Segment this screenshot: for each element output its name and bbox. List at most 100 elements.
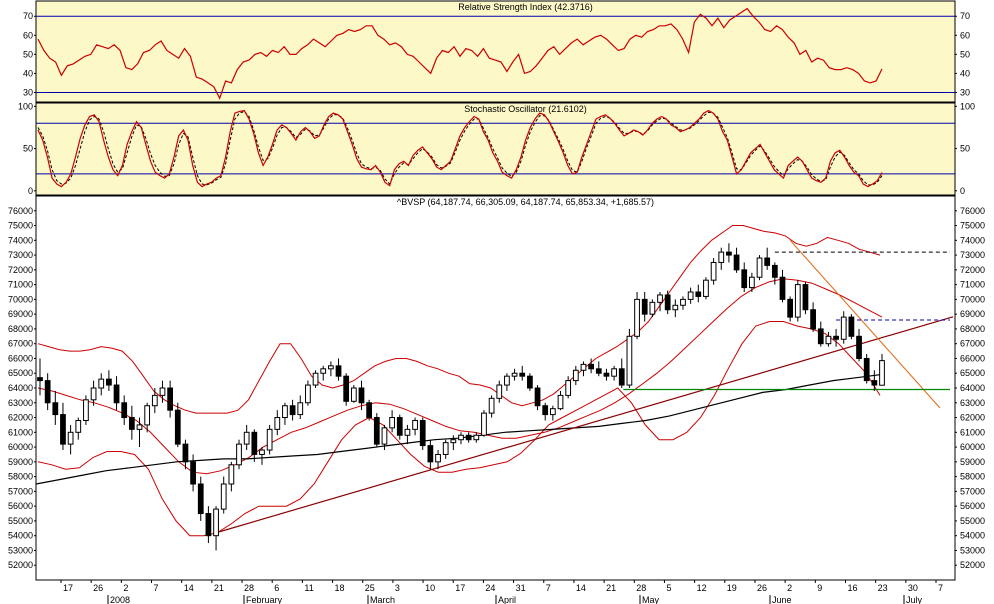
rsi-series-line: [37, 7, 883, 100]
candle-body: [649, 301, 656, 315]
candle-body: [396, 417, 403, 436]
candle-body: [297, 402, 304, 416]
candle-body: [779, 276, 786, 300]
y-tick-label-right: 62000: [960, 413, 985, 423]
candle-body: [695, 291, 702, 297]
candle-body: [595, 368, 602, 374]
y-tick-label-left: 61000: [8, 427, 33, 437]
candle-body: [687, 291, 694, 300]
y-tick-label-left: 50: [23, 144, 33, 154]
y-tick-label-left: 71000: [8, 280, 33, 290]
candle-body: [458, 434, 464, 441]
candle-body: [274, 417, 281, 430]
y-tick-label-right: 60: [960, 30, 970, 40]
stochastic-k-line: [37, 109, 883, 188]
y-tick-label-right: 50: [960, 49, 970, 59]
candle-body: [848, 316, 855, 337]
bollinger-lower-line: [37, 321, 881, 537]
candle-body: [305, 384, 311, 404]
candle-body: [626, 335, 633, 386]
y-tick-label-right: 63000: [960, 398, 985, 408]
candle-body: [542, 405, 549, 416]
price-panel: ^BVSP (64,187.74, 66,305.09, 64,187.74, …: [8, 195, 985, 581]
candle-body: [718, 251, 725, 263]
candle-body: [220, 483, 227, 510]
candle-body: [488, 397, 495, 414]
candle-body: [52, 402, 59, 416]
x-tick-label: 2: [787, 583, 792, 593]
y-tick-label-right: 100: [960, 101, 975, 111]
y-tick-label-left: 57000: [8, 486, 33, 496]
y-tick-label-right: 70: [960, 11, 970, 21]
y-tick-label-left: 76000: [8, 206, 33, 216]
candle-body: [236, 443, 242, 466]
x-tick-label: 7: [938, 583, 943, 593]
stochastic-panel: Stochastic Oscillator (21.6102) 0 0 50 50 10…: [18, 101, 975, 195]
candle-body: [60, 414, 66, 445]
y-tick-label-right: 55000: [960, 516, 985, 526]
candle-body: [657, 294, 663, 303]
y-tick-label-right: 54000: [960, 531, 985, 541]
candle-body: [802, 284, 809, 311]
y-tick-label-left: 68000: [8, 324, 33, 334]
candle-body: [771, 264, 778, 278]
x-tick-label: 16: [847, 583, 857, 593]
candle-body: [106, 378, 112, 386]
candle-body: [44, 380, 51, 404]
candle-body: [389, 417, 395, 429]
candle-body: [634, 298, 640, 337]
candle-body: [764, 257, 771, 266]
y-tick-label-left: 67000: [8, 339, 33, 349]
x-tick-label: 17: [455, 583, 465, 593]
candle-body: [144, 405, 151, 426]
rsi-panel: Relative Strength Index (42.3716) 30 30 40…: [23, 0, 970, 103]
candle-body: [381, 427, 388, 445]
y-tick-label-left: 69000: [8, 309, 33, 319]
y-tick-label-left: 53000: [8, 545, 33, 555]
y-tick-label-right: 56000: [960, 501, 985, 511]
y-tick-label-right: 58000: [960, 472, 985, 482]
month-label: May: [642, 595, 660, 604]
y-tick-label-left: 0: [28, 186, 33, 196]
candle-body: [427, 445, 434, 463]
stochastic-title: Stochastic Oscillator (21.6102): [464, 104, 587, 114]
candle-body: [618, 368, 625, 386]
y-tick-label-right: 66000: [960, 353, 985, 363]
x-tick-label: 31: [516, 583, 526, 593]
y-tick-label-right: 76000: [960, 206, 985, 216]
candle-body: [282, 405, 288, 419]
x-tick-label: 11: [304, 583, 313, 593]
x-tick-label: 19: [727, 583, 737, 593]
candle-body: [703, 279, 709, 297]
bollinger-upper-line: [37, 225, 881, 414]
candle-body: [182, 443, 189, 463]
candle-body: [90, 387, 97, 401]
month-label: 2008: [110, 595, 130, 604]
candle-body: [519, 372, 526, 377]
x-tick-label: 26: [93, 583, 103, 593]
candle-body: [243, 431, 250, 445]
candle-body: [833, 335, 839, 340]
candle-body: [213, 508, 219, 537]
y-tick-label-left: 40: [23, 68, 33, 78]
x-tick-label: 14: [576, 583, 586, 593]
candle-body: [863, 357, 870, 382]
y-tick-label-right: 52000: [960, 560, 985, 570]
candle-body: [504, 375, 510, 386]
x-tick-label: 3: [395, 583, 400, 593]
candle-body: [320, 368, 327, 374]
candle-body: [465, 434, 472, 441]
x-tick-label: 9: [817, 583, 822, 593]
candle-body: [817, 328, 824, 345]
down-trendline: [789, 239, 941, 409]
candle-body: [228, 464, 235, 485]
candle-body: [251, 431, 258, 455]
y-tick-label-left: 73000: [8, 250, 33, 260]
candle-body: [343, 375, 350, 402]
candle-body: [98, 378, 105, 389]
y-tick-label-right: 50: [960, 144, 970, 154]
y-tick-label-right: 59000: [960, 457, 985, 467]
x-tick-label: 17: [63, 583, 73, 593]
candle-body: [121, 402, 128, 419]
x-axis: 17 26 2 7 14 21 28 6 11 18 25 3 10 17 24 31 7 14 21 28 5 12 19…: [60, 580, 943, 604]
